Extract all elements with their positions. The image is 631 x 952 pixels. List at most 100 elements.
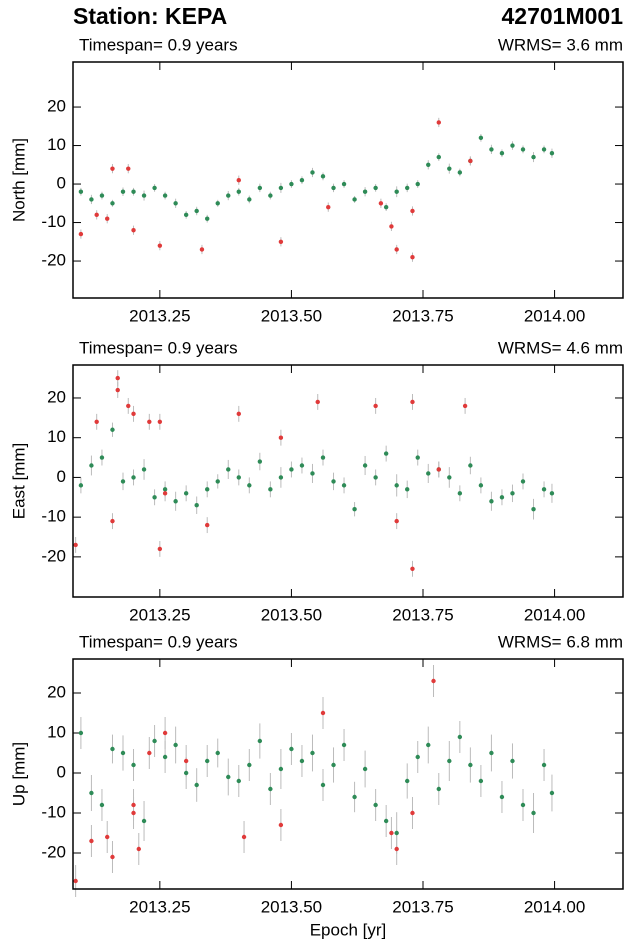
data-point [310,471,315,476]
data-point [394,830,399,836]
data-point [549,491,555,496]
data-point [478,135,484,141]
x-tick-label: 2013.50 [261,605,322,624]
data-point [110,518,115,524]
plot-frame [72,364,624,598]
y-tick-label: 20 [47,97,66,116]
data-point [73,878,78,884]
plot-frame [72,61,624,299]
data-point [120,189,126,194]
data-point [310,750,315,756]
data-point [447,475,452,480]
data-point [131,228,136,233]
data-point [378,201,384,206]
data-point [131,810,136,816]
data-point [89,197,94,202]
data-point [183,491,189,496]
data-point [510,491,515,496]
data-point [110,854,115,860]
data-point [162,730,168,736]
data-point [499,151,505,156]
data-point [110,746,115,752]
data-point [110,201,115,206]
data-point [431,678,436,684]
data-point [489,499,494,504]
data-point [394,846,399,852]
data-point [99,802,105,808]
data-point [510,758,515,764]
data-point [426,742,431,748]
data-point [405,778,410,784]
y-tick-label: -20 [41,842,66,861]
data-point [331,185,336,191]
data-point [78,189,84,194]
data-point [289,467,294,472]
y-tick-label: -10 [41,802,66,821]
data-point [310,170,315,175]
data-point [362,189,368,194]
data-point [126,166,131,171]
data-point [362,766,368,772]
data-point [468,463,473,468]
data-point [94,419,99,425]
data-point [541,147,547,152]
data-point [89,838,94,844]
data-point [152,185,157,191]
data-point [410,254,415,260]
data-point [410,208,415,214]
data-point [157,243,163,248]
data-point [215,750,220,756]
data-point [341,181,347,187]
data-point [549,151,555,156]
data-point [120,750,126,756]
y-tick-label: 10 [47,722,66,741]
data-point [341,483,347,488]
data-point [389,224,394,229]
data-point [457,491,463,496]
data-point [205,522,210,528]
data-point [173,742,178,748]
data-point [389,830,394,836]
data-point [94,212,99,218]
data-point [489,750,494,756]
data-point [478,778,484,784]
data-point [320,710,326,716]
y-tick-label: 10 [47,427,66,446]
data-point [157,546,163,552]
data-point [457,170,463,175]
y-tick-label: 20 [47,387,66,406]
data-point [447,166,452,171]
data-point [405,487,410,492]
data-point [183,758,189,764]
data-point [141,467,147,472]
data-point [462,403,468,409]
data-point [236,411,241,417]
data-point [205,216,210,221]
plot-frame [72,658,624,890]
data-point [110,427,115,432]
data-point [410,810,415,816]
data-point [383,451,389,456]
data-point [394,247,399,252]
data-point [520,479,526,484]
data-point [478,483,484,488]
data-point [436,154,441,160]
data-point [141,818,147,824]
data-point [226,774,231,780]
data-point [383,204,389,210]
data-point [331,762,336,768]
y-tick-label: -10 [41,507,66,526]
data-point [394,483,399,488]
subtitle-left: Timespan= 0.9 years [79,338,238,357]
data-point [278,239,284,244]
data-point [499,794,505,800]
data-point [299,177,305,183]
data-point [278,185,284,191]
data-point [373,802,378,808]
y-tick-label: 0 [57,762,66,781]
data-point [362,463,368,468]
x-tick-label: 2014.00 [524,605,585,624]
data-point [78,730,84,736]
data-point [162,491,168,496]
